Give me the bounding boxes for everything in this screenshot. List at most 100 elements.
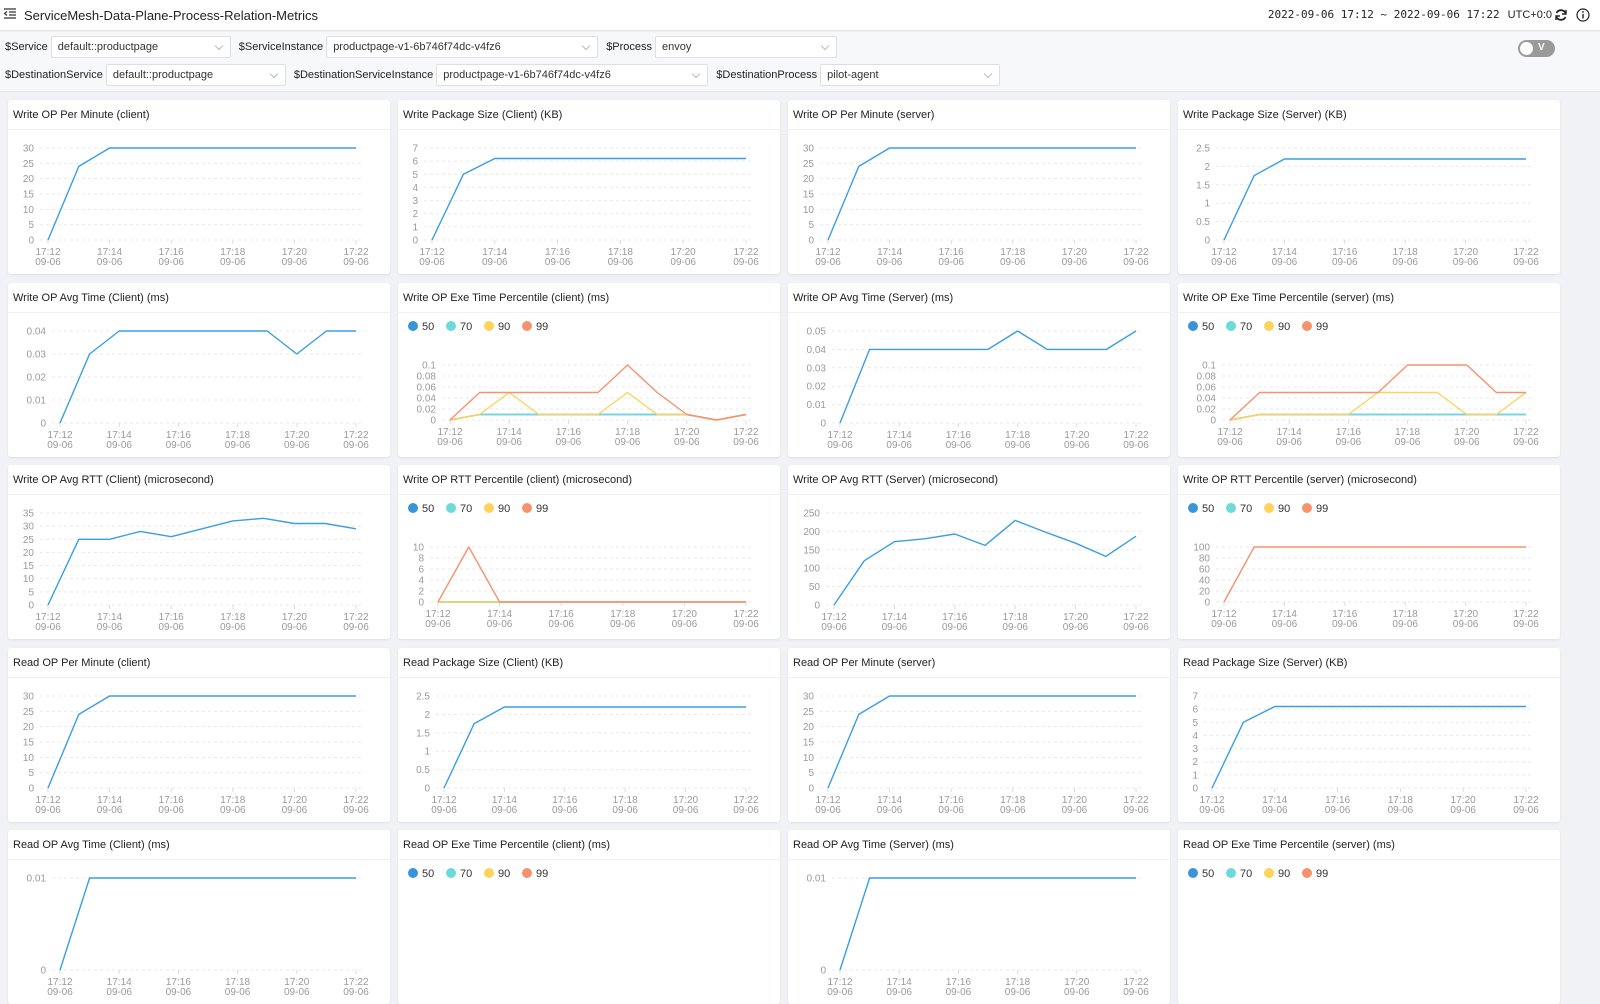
legend-label-99[interactable]: 99	[1316, 503, 1328, 515]
series-line[interactable]	[839, 877, 1136, 971]
legend-label-90[interactable]: 90	[1278, 321, 1290, 333]
series-line-p99[interactable]	[437, 546, 746, 603]
legend-label-50[interactable]: 50	[1202, 321, 1214, 333]
series-line[interactable]	[833, 519, 1137, 606]
legend-marker-99[interactable]	[522, 320, 532, 331]
series-line[interactable]	[59, 329, 356, 423]
series-line-p99[interactable]	[449, 363, 747, 421]
series-line-p50[interactable]	[1229, 413, 1526, 421]
x-tick-label: 17:16	[159, 612, 184, 623]
legend-label-90[interactable]: 90	[1278, 868, 1290, 880]
info-icon[interactable]	[1576, 8, 1590, 22]
series-line[interactable]	[59, 877, 356, 971]
legend-marker-90[interactable]	[1264, 320, 1274, 331]
service-instance-select[interactable]: productpage-v1-6b746f74dc-v4fz6	[326, 36, 599, 58]
legend-label-50[interactable]: 50	[1202, 868, 1214, 880]
x-tick-label: 17:16	[1332, 609, 1357, 620]
legend-label-99[interactable]: 99	[536, 321, 548, 333]
time-range-picker[interactable]: 2022-09-06 17:12 ~ 2022-09-06 17:22	[1267, 8, 1500, 21]
legend-label-50[interactable]: 50	[422, 503, 434, 515]
y-tick-label: 10	[803, 752, 815, 763]
destination-service-select[interactable]: default::productpage	[105, 64, 286, 86]
destination-process-select[interactable]: pilot-agent	[820, 64, 1001, 86]
x-tick-label: 09-06	[487, 619, 513, 630]
legend-label-70[interactable]: 70	[460, 868, 472, 880]
series-line[interactable]	[47, 517, 357, 606]
y-tick-label: 1	[1192, 770, 1198, 781]
series-line-p90[interactable]	[449, 391, 747, 421]
menu-fold-icon[interactable]	[4, 8, 16, 20]
series-line-p90[interactable]	[1229, 391, 1527, 421]
legend-marker-50[interactable]	[408, 320, 418, 331]
legend-marker-99[interactable]	[1302, 503, 1312, 513]
series-line-p70[interactable]	[1229, 413, 1526, 421]
legend-label-90[interactable]: 90	[1278, 503, 1290, 515]
legend-marker-70[interactable]	[1226, 868, 1236, 878]
legend-label-50[interactable]: 50	[422, 868, 434, 880]
legend-marker-50[interactable]	[408, 503, 418, 513]
process-select[interactable]: envoy	[655, 36, 838, 58]
legend-label-90[interactable]: 90	[498, 321, 510, 333]
view-toggle[interactable]: V	[1518, 40, 1555, 57]
legend-marker-70[interactable]	[1226, 320, 1236, 331]
legend-marker-70[interactable]	[446, 320, 456, 331]
legend-marker-90[interactable]	[484, 868, 494, 878]
legend-label-99[interactable]: 99	[536, 503, 548, 515]
destination-process-filter: $DestinationProcess pilot-agent	[716, 64, 1001, 86]
x-tick-label: 09-06	[97, 622, 123, 633]
legend-marker-99[interactable]	[1302, 868, 1312, 878]
series-line[interactable]	[443, 705, 746, 788]
legend-label-70[interactable]: 70	[1240, 503, 1252, 515]
service-select[interactable]: default::productpage	[50, 36, 231, 58]
legend-marker-99[interactable]	[522, 868, 532, 878]
legend-marker-50[interactable]	[1188, 503, 1198, 513]
x-tick-label: 17:20	[1062, 247, 1087, 258]
legend-label-70[interactable]: 70	[460, 321, 472, 333]
series-line[interactable]	[839, 329, 1137, 423]
series-line[interactable]	[1223, 158, 1526, 241]
legend-label-99[interactable]: 99	[1316, 868, 1328, 880]
panel-title: Read OP Exe Time Percentile (server) (ms…	[1178, 830, 1560, 860]
legend-marker-50[interactable]	[408, 868, 418, 878]
series-line[interactable]	[431, 157, 746, 241]
series-line[interactable]	[47, 694, 356, 788]
x-tick-label: 09-06	[733, 257, 759, 268]
scrollbar-track[interactable]	[1562, 92, 1600, 904]
legend-label-99[interactable]: 99	[1316, 321, 1328, 333]
x-tick-label: 17:22	[733, 795, 758, 806]
legend-label-50[interactable]: 50	[1202, 503, 1214, 515]
legend-marker-99[interactable]	[522, 503, 532, 513]
x-tick-label: 17:22	[1123, 247, 1148, 258]
series-line[interactable]	[1211, 705, 1526, 788]
legend-label-90[interactable]: 90	[498, 868, 510, 880]
series-line-p99[interactable]	[1223, 546, 1526, 603]
x-tick-label: 09-06	[425, 619, 451, 630]
series-line[interactable]	[47, 147, 356, 241]
legend-label-70[interactable]: 70	[1240, 321, 1252, 333]
x-tick-label: 17:18	[608, 247, 633, 258]
line-chart: 05010015020025017:1209-0617:1409-0617:16…	[803, 509, 1149, 634]
legend-marker-90[interactable]	[484, 503, 494, 513]
series-line[interactable]	[827, 694, 1136, 788]
refresh-icon[interactable]	[1554, 8, 1568, 22]
legend-marker-70[interactable]	[446, 503, 456, 513]
legend-label-70[interactable]: 70	[460, 503, 472, 515]
legend-label-50[interactable]: 50	[422, 321, 434, 333]
legend-marker-50[interactable]	[1188, 868, 1198, 878]
x-tick-label: 17:14	[877, 795, 902, 806]
legend-marker-70[interactable]	[446, 868, 456, 878]
legend-label-70[interactable]: 70	[1240, 868, 1252, 880]
legend-marker-90[interactable]	[484, 320, 494, 331]
legend-marker-50[interactable]	[1188, 320, 1198, 331]
series-line-p99[interactable]	[1229, 363, 1526, 421]
series-line[interactable]	[827, 147, 1136, 241]
legend-marker-70[interactable]	[1226, 503, 1236, 513]
legend-label-90[interactable]: 90	[498, 503, 510, 515]
legend-marker-90[interactable]	[1264, 868, 1274, 878]
destination-service-instance-select[interactable]: productpage-v1-6b746f74dc-v4fz6	[436, 64, 709, 86]
y-tick-label: 5	[1192, 717, 1198, 728]
legend-marker-99[interactable]	[1302, 320, 1312, 331]
legend-marker-90[interactable]	[1264, 503, 1274, 513]
legend-label-99[interactable]: 99	[536, 868, 548, 880]
x-tick-label: 17:16	[549, 609, 574, 620]
